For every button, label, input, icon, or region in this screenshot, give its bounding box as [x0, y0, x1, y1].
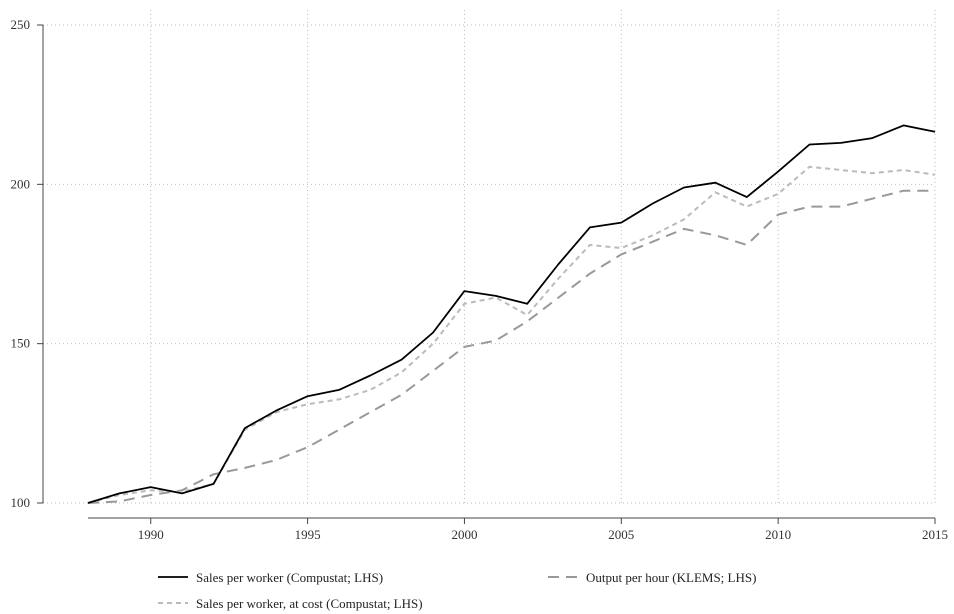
y-axis-ticks: 100 150 200 250	[11, 17, 43, 510]
series-line-1	[87, 124, 936, 504]
x-tick-label: 2015	[922, 527, 948, 542]
y-tick-label: 250	[11, 17, 31, 32]
series-line-2	[87, 189, 935, 504]
x-tick-label: 1990	[138, 527, 164, 542]
x-tick-label: 2010	[765, 527, 791, 542]
series-lines	[87, 124, 936, 504]
x-tick-label: 2000	[451, 527, 477, 542]
legend-label-3: Sales per worker, at cost (Compustat; LH…	[196, 596, 423, 611]
y-tick-label: 100	[11, 495, 31, 510]
legend: Sales per worker (Compustat; LHS) Output …	[158, 570, 756, 611]
x-tick-label: 2005	[608, 527, 634, 542]
legend-label-2: Output per hour (KLEMS; LHS)	[586, 570, 756, 585]
gridlines	[43, 10, 936, 504]
series-line-3	[87, 165, 936, 504]
y-tick-label: 150	[11, 336, 31, 351]
legend-label-1: Sales per worker (Compustat; LHS)	[196, 570, 383, 585]
x-tick-label: 1995	[295, 527, 321, 542]
axes	[42, 25, 935, 519]
y-tick-label: 200	[11, 176, 31, 191]
x-axis-ticks: 1990 1995 2000 2005 2010 2015	[138, 518, 948, 542]
